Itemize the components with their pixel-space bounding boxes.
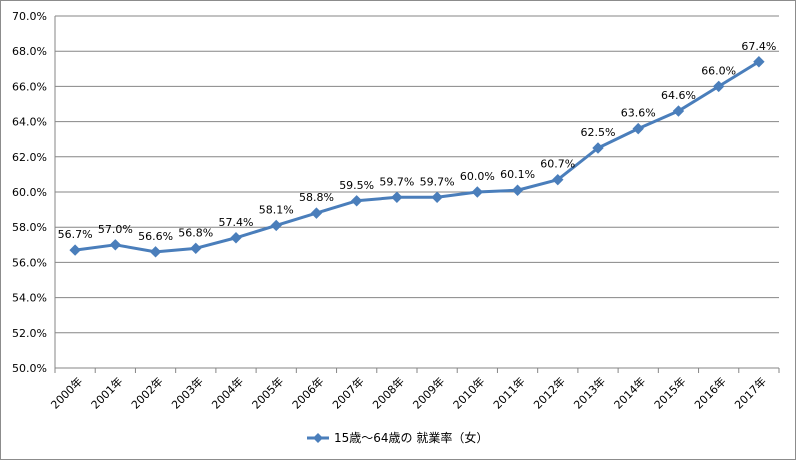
data-point-marker — [431, 191, 443, 203]
y-tick-label: 66.0% — [12, 80, 47, 93]
series-line — [74, 60, 760, 254]
data-label: 59.7% — [420, 175, 455, 188]
x-tick-label: 2016年 — [691, 374, 728, 411]
x-tick-label: 2013年 — [571, 374, 608, 411]
data-point-marker — [69, 244, 81, 256]
x-tick-label: 2001年 — [88, 374, 125, 411]
y-tick-label: 54.0% — [12, 292, 47, 305]
data-point-marker — [471, 186, 484, 198]
data-label: 58.1% — [259, 203, 294, 216]
data-label: 62.5% — [581, 126, 616, 139]
data-point-marker — [552, 173, 564, 186]
data-point-marker — [270, 219, 282, 232]
data-point-marker — [310, 207, 323, 219]
x-tick-label: 2005年 — [249, 374, 286, 411]
data-label: 57.4% — [219, 216, 254, 229]
data-label: 59.5% — [339, 179, 374, 192]
data-label: 66.0% — [701, 64, 736, 77]
x-tick-label: 2010年 — [450, 374, 487, 411]
data-label: 63.6% — [621, 107, 656, 120]
data-point-marker — [109, 239, 122, 251]
y-tick-label: 56.0% — [12, 256, 47, 269]
x-tick-label: 2004年 — [209, 374, 246, 411]
legend-marker — [313, 433, 323, 443]
y-tick-label: 58.0% — [12, 221, 47, 234]
data-label: 60.1% — [500, 168, 535, 181]
x-tick-label: 2011年 — [490, 374, 527, 411]
data-point-marker — [753, 56, 765, 68]
data-point-marker — [190, 242, 202, 255]
x-tick-label: 2007年 — [329, 374, 366, 411]
data-label: 56.6% — [138, 230, 173, 243]
x-tick-label: 2017年 — [732, 374, 769, 411]
x-tick-label: 2008年 — [370, 374, 407, 411]
y-tick-label: 62.0% — [12, 151, 47, 164]
x-tick-label: 2015年 — [651, 374, 688, 411]
y-tick-label: 50.0% — [12, 362, 47, 375]
x-tick-label: 2002年 — [128, 374, 165, 411]
y-tick-label: 70.0% — [12, 10, 47, 23]
x-tick-label: 2012年 — [530, 374, 567, 411]
y-tick-label: 68.0% — [12, 45, 47, 58]
data-point-marker — [632, 122, 644, 135]
data-point-marker — [592, 142, 604, 154]
data-point-marker — [511, 184, 524, 196]
data-label: 56.8% — [178, 226, 213, 239]
data-point-marker — [350, 195, 363, 207]
legend-label: 15歳～64歳の 就業率（女） — [334, 430, 488, 445]
y-tick-label: 64.0% — [12, 116, 47, 129]
data-label: 60.7% — [540, 158, 575, 171]
data-label: 59.7% — [379, 175, 414, 188]
data-point-marker — [230, 232, 242, 244]
x-tick-label: 2006年 — [289, 374, 326, 411]
data-label: 64.6% — [661, 89, 696, 102]
data-label: 60.0% — [460, 170, 495, 183]
data-point-marker — [149, 246, 162, 258]
data-label: 56.7% — [58, 228, 93, 241]
x-tick-label: 2014年 — [611, 374, 648, 411]
y-tick-label: 52.0% — [12, 327, 47, 340]
data-label: 57.0% — [98, 223, 133, 236]
x-tick-label: 2009年 — [410, 374, 447, 411]
x-tick-label: 2000年 — [48, 374, 85, 411]
data-point-marker — [672, 105, 685, 117]
data-label: 67.4% — [741, 40, 776, 53]
data-point-marker — [712, 80, 725, 93]
data-point-marker — [391, 191, 403, 203]
data-label: 58.8% — [299, 191, 334, 204]
y-tick-label: 60.0% — [12, 186, 47, 199]
x-tick-label: 2003年 — [168, 374, 205, 411]
